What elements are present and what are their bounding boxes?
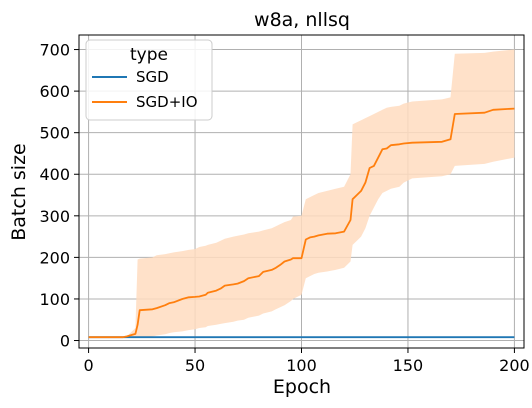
y-axis-ticks: 0 100 200 300 400 500 600 700 <box>39 41 79 351</box>
x-tick-label: 150 <box>393 356 424 375</box>
y-tick-label: 0 <box>60 332 70 351</box>
y-axis-label: Batch size <box>8 143 30 241</box>
legend-box <box>85 39 213 121</box>
y-tick-label: 300 <box>39 207 70 226</box>
series-lines <box>88 107 515 339</box>
band-sgd-io <box>88 49 515 338</box>
legend-label-sgd-io: SGD+IO <box>136 93 198 111</box>
y-tick-label: 200 <box>39 248 70 267</box>
y-tick-label: 500 <box>39 124 70 143</box>
x-axis-label: Epoch <box>273 376 331 398</box>
y-tick-label: 400 <box>39 165 70 184</box>
line-sgd-io <box>88 107 515 339</box>
y-tick-label: 700 <box>39 41 70 60</box>
legend-title: type <box>130 45 168 65</box>
x-tick-label: 200 <box>499 356 530 375</box>
legend-label-sgd: SGD <box>136 68 169 86</box>
y-tick-label: 600 <box>39 82 70 101</box>
x-tick-label: 0 <box>83 356 93 375</box>
confidence-band <box>88 49 515 338</box>
x-axis-ticks: 0 50 100 150 200 <box>83 348 530 375</box>
legend: type SGD SGD+IO <box>85 39 213 121</box>
chart-title: w8a, nllsq <box>254 9 350 31</box>
y-tick-label: 100 <box>39 290 70 309</box>
x-tick-label: 100 <box>286 356 317 375</box>
x-tick-label: 50 <box>185 356 205 375</box>
